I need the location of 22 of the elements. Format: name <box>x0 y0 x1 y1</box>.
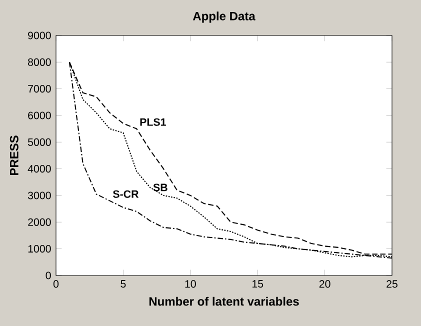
series-label: SB <box>153 184 168 192</box>
x-tick-label: 25 <box>386 280 398 288</box>
x-tick-label: 15 <box>252 280 264 288</box>
chart-title: Apple Data <box>192 12 256 23</box>
series-label: PLS1 <box>140 118 166 126</box>
series-label: S-CR <box>113 190 139 198</box>
y-tick-label: 3000 <box>28 192 51 200</box>
x-axis-title: Number of latent variables <box>149 296 299 306</box>
y-tick-label: 0 <box>46 272 51 280</box>
x-tick-label: 20 <box>319 280 330 288</box>
x-tick-label: 10 <box>185 280 196 288</box>
y-tick-label: 8000 <box>28 58 51 66</box>
y-tick-label: 9000 <box>28 32 51 40</box>
y-tick-label: 6000 <box>28 112 51 120</box>
x-tick-label: 0 <box>53 280 59 288</box>
y-tick-label: 2000 <box>28 218 51 226</box>
y-axis-title: PRESS <box>10 136 18 175</box>
y-tick-label: 7000 <box>28 84 51 93</box>
y-tick-label: 5000 <box>28 138 51 146</box>
x-tick-label: 5 <box>120 280 126 288</box>
y-tick-label: 4000 <box>28 164 51 173</box>
y-tick-label: 1000 <box>28 244 51 253</box>
